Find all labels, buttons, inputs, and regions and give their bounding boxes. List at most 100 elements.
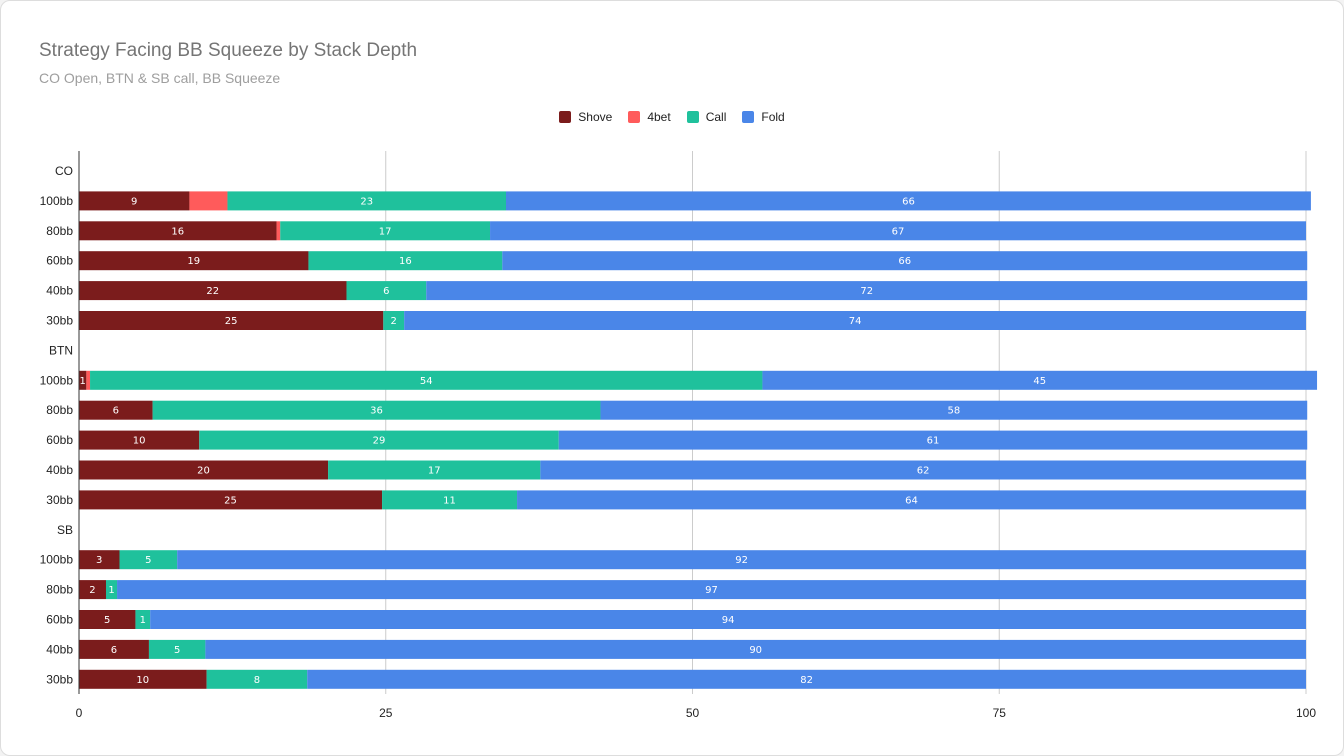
bar-4bet [276, 221, 281, 241]
bar-call [383, 311, 405, 330]
data-label-fold: 72 [860, 286, 873, 297]
data-label-call: 5 [174, 645, 180, 656]
data-label-shove: 19 [187, 256, 200, 267]
data-label-fold: 62 [917, 466, 930, 477]
bar-call [328, 460, 541, 480]
data-label-shove: 10 [136, 675, 149, 686]
data-label-call: 2 [391, 316, 397, 327]
bar-shove [79, 460, 329, 480]
data-label-shove: 25 [224, 495, 237, 506]
bar-shove [79, 430, 200, 450]
category-label: 80bb [46, 224, 73, 238]
category-label: SB [57, 523, 73, 537]
legend-swatch-call [686, 111, 699, 123]
data-label-shove: 6 [113, 406, 119, 417]
bar-shove [79, 311, 384, 330]
category-label: BTN [49, 343, 73, 357]
bar-fold [117, 580, 1307, 600]
bar-shove [79, 610, 136, 629]
category-label: 60bb [46, 254, 73, 268]
category-label: 40bb [46, 284, 73, 298]
bar-shove [79, 639, 149, 659]
chart-legend: Shove 4bet Call Fold [1, 110, 1343, 124]
bar-fold [426, 281, 1308, 301]
bar-call [280, 221, 491, 241]
x-tick-label-50: 50 [686, 706, 700, 720]
category-label: CO [55, 164, 73, 178]
bar-fold [205, 639, 1307, 659]
data-label-fold: 66 [902, 196, 915, 207]
bar-fold [404, 311, 1306, 330]
data-label-fold: 58 [947, 406, 960, 417]
data-label-fold: 66 [898, 256, 911, 267]
legend-swatch-fold [742, 111, 755, 123]
bar-fold [490, 221, 1306, 241]
data-label-shove: 20 [197, 466, 210, 477]
bar-shove [79, 400, 153, 420]
bar-call [135, 610, 151, 629]
bar-call [346, 281, 427, 301]
bar-call [152, 400, 601, 420]
data-label-call: 11 [443, 495, 456, 506]
category-label: 30bb [46, 493, 73, 507]
x-tick-label-75: 75 [993, 706, 1007, 720]
bar-shove [79, 669, 207, 689]
bar-shove [79, 281, 347, 301]
data-label-fold: 61 [927, 436, 940, 447]
bar-shove [79, 490, 383, 510]
bar-call [199, 430, 559, 450]
bar-fold [505, 191, 1311, 211]
data-label-call: 5 [145, 555, 151, 566]
bar-fold [558, 430, 1308, 450]
data-label-fold: 97 [705, 585, 718, 596]
bar-shove [79, 251, 309, 271]
bar-fold [150, 610, 1306, 629]
data-label-shove: 6 [111, 645, 117, 656]
bar-shove [79, 550, 120, 570]
data-label-shove: 2 [89, 585, 95, 596]
bar-shove [79, 191, 190, 211]
category-label: 40bb [46, 642, 73, 656]
category-label: 60bb [46, 433, 73, 447]
bar-call [119, 550, 178, 570]
x-tick-label-25: 25 [379, 706, 393, 720]
bar-call [148, 639, 206, 659]
bar-shove [79, 370, 87, 390]
legend-label-4bet: 4bet [647, 110, 671, 124]
bar-call [382, 490, 518, 510]
legend-swatch-4bet [628, 111, 641, 123]
data-label-fold: 94 [722, 615, 735, 626]
bar-call [308, 251, 503, 271]
data-label-call: 8 [254, 675, 260, 686]
data-label-call: 1 [140, 615, 146, 626]
x-tick-label-0: 0 [76, 706, 83, 720]
category-label: 100bb [40, 194, 74, 208]
bar-call [206, 669, 308, 689]
data-label-fold: 67 [892, 226, 905, 237]
category-label: 40bb [46, 463, 73, 477]
data-label-shove: 5 [104, 615, 110, 626]
data-label-call: 29 [373, 436, 386, 447]
legend-label-shove: Shove [578, 110, 613, 124]
data-label-shove: 9 [131, 196, 137, 207]
data-label-fold: 45 [1033, 376, 1046, 387]
chart-title: Strategy Facing BB Squeeze by Stack Dept… [39, 40, 418, 61]
bar-4bet [86, 370, 91, 390]
data-label-shove: 1 [79, 376, 85, 387]
data-label-call: 36 [370, 406, 383, 417]
bar-shove [79, 580, 106, 600]
data-label-call: 16 [399, 256, 412, 267]
legend-label-fold: Fold [761, 110, 785, 124]
data-label-fold: 92 [735, 555, 748, 566]
x-tick-label-100: 100 [1296, 706, 1316, 720]
data-label-fold: 64 [905, 495, 918, 506]
bar-4bet [189, 191, 228, 211]
bar-fold [762, 370, 1318, 390]
category-label: 30bb [46, 672, 73, 686]
legend-label-call: Call [705, 110, 727, 124]
data-label-fold: 82 [800, 675, 813, 686]
data-label-shove: 3 [96, 555, 102, 566]
data-label-shove: 10 [133, 436, 146, 447]
legend-item-4bet: 4bet [628, 110, 671, 124]
